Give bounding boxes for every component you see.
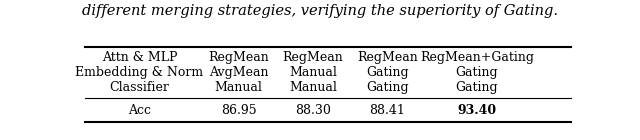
Text: Attn & MLP: Attn & MLP bbox=[102, 51, 177, 64]
Text: Manual: Manual bbox=[289, 81, 337, 94]
Text: Manual: Manual bbox=[215, 81, 262, 94]
Text: Gating: Gating bbox=[366, 81, 409, 94]
Text: RegMean+Gating: RegMean+Gating bbox=[420, 51, 534, 64]
Text: 93.40: 93.40 bbox=[457, 104, 497, 116]
Text: RegMean: RegMean bbox=[209, 51, 269, 64]
Text: 88.41: 88.41 bbox=[369, 104, 406, 116]
Text: Acc: Acc bbox=[128, 104, 151, 116]
Text: RegMean: RegMean bbox=[283, 51, 344, 64]
Text: Classifier: Classifier bbox=[109, 81, 170, 94]
Text: Gating: Gating bbox=[456, 66, 498, 79]
Text: Manual: Manual bbox=[289, 66, 337, 79]
Text: different merging strategies, verifying the superiority of Gating.: different merging strategies, verifying … bbox=[82, 4, 558, 18]
Text: 86.95: 86.95 bbox=[221, 104, 257, 116]
Text: AvgMean: AvgMean bbox=[209, 66, 268, 79]
Text: Embedding & Norm: Embedding & Norm bbox=[76, 66, 204, 79]
Text: 88.30: 88.30 bbox=[295, 104, 331, 116]
Text: Gating: Gating bbox=[366, 66, 409, 79]
Text: Gating: Gating bbox=[456, 81, 498, 94]
Text: RegMean: RegMean bbox=[357, 51, 418, 64]
